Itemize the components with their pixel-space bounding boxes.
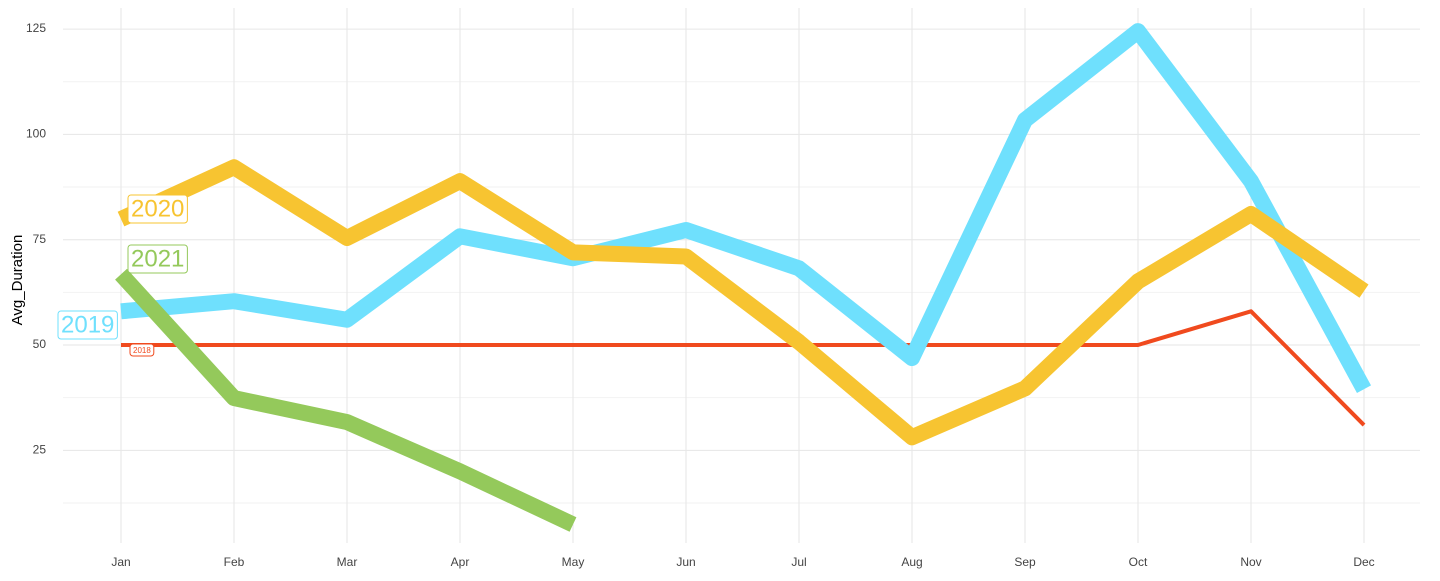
series-label: 2021	[127, 244, 188, 274]
y-tick-label: 50	[33, 337, 47, 351]
x-tick-label: May	[562, 555, 585, 569]
x-tick-label: Jan	[111, 555, 130, 569]
x-tick-label: Oct	[1129, 555, 1148, 569]
label-box	[129, 343, 155, 357]
x-tick-label: Jun	[676, 555, 695, 569]
x-tick-label: Sep	[1014, 555, 1036, 569]
y-tick-label: 100	[26, 127, 46, 141]
x-tick-label: Jul	[791, 555, 806, 569]
x-tick-label: Dec	[1353, 555, 1374, 569]
x-tick-label: Feb	[224, 555, 245, 569]
label-text: 2020	[131, 195, 184, 222]
label-box	[57, 310, 118, 340]
label-text: 2021	[131, 245, 184, 272]
series-line	[120, 23, 1372, 394]
series-line	[121, 309, 1366, 427]
label-text: 2019	[61, 311, 114, 338]
label-box	[127, 194, 188, 224]
x-tick-label: Apr	[451, 555, 470, 569]
series-line	[115, 268, 577, 532]
y-tick-label: 25	[33, 442, 47, 456]
label-box	[127, 244, 188, 274]
label-text: 2018	[133, 346, 151, 355]
series-line	[117, 159, 1369, 446]
y-tick-label: 125	[26, 21, 46, 35]
x-tick-label: Aug	[901, 555, 922, 569]
y-tick-label: 75	[33, 232, 47, 246]
x-tick-label: Nov	[1240, 555, 1261, 569]
series-label: 2018	[129, 343, 155, 357]
series-label: 2020	[127, 194, 188, 224]
y-axis-label: Avg_Duration	[9, 235, 26, 326]
series-label: 2019	[57, 310, 118, 340]
x-tick-label: Mar	[337, 555, 358, 569]
